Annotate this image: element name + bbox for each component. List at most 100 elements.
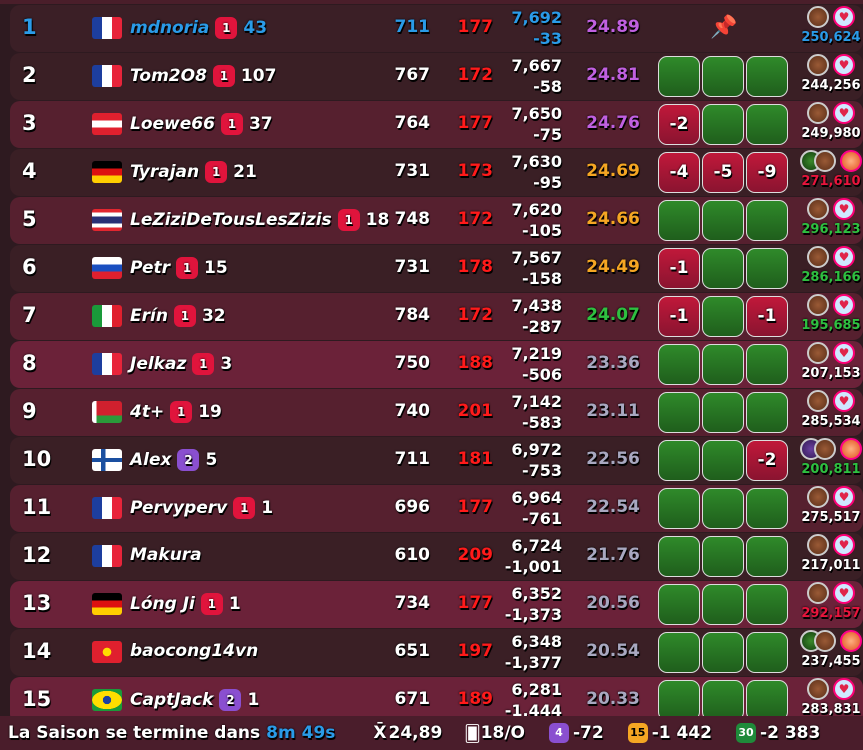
average: 24.07 <box>586 305 640 325</box>
player-name-group[interactable]: CaptJack 2 1 <box>130 689 259 711</box>
orb-icon <box>807 198 829 220</box>
player-name[interactable]: mdnoria <box>130 18 210 38</box>
points: 271,610 <box>801 174 861 189</box>
heart-icon: ♥ <box>833 198 855 220</box>
player-name-group[interactable]: Pervyperv 1 1 <box>130 497 273 519</box>
player-name[interactable]: Makura <box>130 545 202 565</box>
result-cell <box>746 104 788 145</box>
result-cell <box>746 488 788 529</box>
result-cells <box>658 344 788 385</box>
flag-at-icon <box>92 113 122 135</box>
leaderboard-row[interactable]: 4 Tyrajan 1 21 731 173 7,630 -95 24.69 -4 -5 -9 271,… <box>10 149 863 196</box>
player-name-group[interactable]: 4t+ 1 19 <box>130 401 222 423</box>
player-name-group[interactable]: Loewe66 1 37 <box>130 113 273 135</box>
result-cell: -4 <box>658 152 700 193</box>
orb-icon <box>807 54 829 76</box>
player-name-group[interactable]: Tom2O8 1 107 <box>130 65 276 87</box>
player-name[interactable]: Jelkaz <box>130 354 187 374</box>
player-name-group[interactable]: mdnoria 1 43 <box>130 17 267 39</box>
player-name[interactable]: Lóng Ji <box>130 594 195 614</box>
cards-value: 18/O <box>480 723 525 743</box>
result-cell <box>658 584 700 625</box>
player-name-group[interactable]: Jelkaz 1 3 <box>130 353 232 375</box>
season-timer: 8m 49s <box>266 723 336 743</box>
points: 237,455 <box>801 654 861 669</box>
result-cell <box>702 392 744 433</box>
player-name-group[interactable]: Makura <box>130 545 202 565</box>
leaderboard-row[interactable]: 15 CaptJack 2 1 671 189 6,281 -1,444 20.33 ♥ 283,8… <box>10 677 863 716</box>
player-name-group[interactable]: Lóng Ji 1 1 <box>130 593 241 615</box>
result-cell <box>746 344 788 385</box>
player-name-group[interactable]: baocong14vn <box>130 641 258 661</box>
player-name-group[interactable]: LeZiziDeTousLesZizis 1 18 <box>130 209 389 231</box>
player-name[interactable]: Petr <box>130 258 171 278</box>
score-delta: -583 <box>521 413 562 432</box>
player-name[interactable]: Alex <box>130 450 172 470</box>
badge-count: 3 <box>220 354 233 374</box>
player-name[interactable]: CaptJack <box>130 690 214 710</box>
leaderboard-row[interactable]: 14 baocong14vn 651 197 6,348 -1,377 20.54 237,4… <box>10 629 863 676</box>
leaderboard-row[interactable]: 9 4t+ 1 19 740 201 7,142 -583 23.11 ♥ 285,534 <box>10 389 863 436</box>
pin-icon[interactable]: 📌 <box>710 15 738 40</box>
player-name[interactable]: LeZiziDeTousLesZizis <box>130 210 332 230</box>
leaderboard-row[interactable]: 8 Jelkaz 1 3 750 188 7,219 -506 23.36 ♥ 207,153 <box>10 341 863 388</box>
player-name[interactable]: Tyrajan <box>130 162 200 182</box>
result-cell <box>746 632 788 673</box>
leaderboard-row[interactable]: 10 Alex 2 5 711 181 6,972 -753 22.56 -2 200,811 <box>10 437 863 484</box>
player-name-group[interactable]: Erín 1 32 <box>130 305 226 327</box>
reward-icons: ♥ <box>800 54 862 76</box>
result-cells <box>658 488 788 529</box>
orb-icon <box>807 246 829 268</box>
leaderboard-row[interactable]: 2 Tom2O8 1 107 767 172 7,667 -58 24.81 ♥ 244,256 <box>10 53 863 100</box>
score: 6,964 <box>511 488 562 507</box>
leaderboard-row[interactable]: 1 mdnoria 1 43 711 177 7,692 -33 24.89 📌 ♥ 250,624 <box>10 5 863 52</box>
player-name[interactable]: Tom2O8 <box>130 66 207 86</box>
badge-4: 4 <box>549 723 569 743</box>
player-name[interactable]: baocong14vn <box>130 641 259 661</box>
result-cell <box>746 392 788 433</box>
orb-icon <box>807 102 829 124</box>
player-name[interactable]: 4t+ <box>130 402 165 422</box>
average: 24.76 <box>586 113 640 133</box>
badge-count: 37 <box>248 114 273 134</box>
heart-icon: ♥ <box>833 534 855 556</box>
orb-icon <box>807 6 829 28</box>
value-30: -2 383 <box>760 723 821 743</box>
result-cell <box>702 248 744 289</box>
player-name-group[interactable]: Tyrajan 1 21 <box>130 161 257 183</box>
badge-count: 32 <box>201 306 226 326</box>
player-name-group[interactable]: Petr 1 15 <box>130 257 228 279</box>
result-cell <box>702 536 744 577</box>
leaderboard-row[interactable]: 3 Loewe66 1 37 764 177 7,650 -75 24.76 -2 ♥ 249,980 <box>10 101 863 148</box>
score-block: 7,567 -158 <box>500 247 562 289</box>
leaderboard-row[interactable]: 12 Makura 610 209 6,724 -1,001 21.76 ♥ 217,011 <box>10 533 863 580</box>
leaderboard-row[interactable]: 7 Erín 1 32 784 172 7,438 -287 24.07 -1 -1 ♥ 195,685 <box>10 293 863 340</box>
player-name[interactable]: Erín <box>130 306 168 326</box>
badge-30: 30 <box>736 723 757 743</box>
leaderboard-row[interactable]: 6 Petr 1 15 731 178 7,567 -158 24.49 -1 ♥ 286,166 <box>10 245 863 292</box>
leaderboard-row[interactable]: 11 Pervyperv 1 1 696 177 6,964 -761 22.54 ♥ 275,51… <box>10 485 863 532</box>
level-badge: 2 <box>177 449 200 471</box>
leaderboard-row[interactable]: 13 Lóng Ji 1 1 734 177 6,352 -1,373 20.56 ♥ 292,15… <box>10 581 863 628</box>
score-block: 6,972 -753 <box>500 439 562 481</box>
score-delta: -33 <box>533 29 562 48</box>
result-cell: -2 <box>658 104 700 145</box>
result-cell: -1 <box>746 296 788 337</box>
leaderboard-row[interactable]: 5 LeZiziDeTousLesZizis 1 18 748 172 7,620 -105 2… <box>10 197 863 244</box>
reward-icons <box>800 150 862 172</box>
cards-icon: 🂠 <box>464 723 481 743</box>
orb-icon <box>807 390 829 412</box>
stat-value: 731 <box>394 161 431 181</box>
leaderboard[interactable]: 1 mdnoria 1 43 711 177 7,692 -33 24.89 📌 ♥ 250,624 2… <box>0 0 863 716</box>
player-name-group[interactable]: Alex 2 5 <box>130 449 217 471</box>
result-cell: -2 <box>746 440 788 481</box>
player-name[interactable]: Loewe66 <box>130 114 215 134</box>
average: 23.36 <box>586 353 640 373</box>
average: 24.81 <box>586 65 640 85</box>
points: 250,624 <box>801 30 861 45</box>
flag-by-icon <box>92 401 122 423</box>
stat-red-value: 201 <box>457 401 494 421</box>
result-cells: -2 <box>658 440 788 481</box>
result-cells: -4 -5 -9 <box>658 152 788 193</box>
player-name[interactable]: Pervyperv <box>130 498 228 518</box>
